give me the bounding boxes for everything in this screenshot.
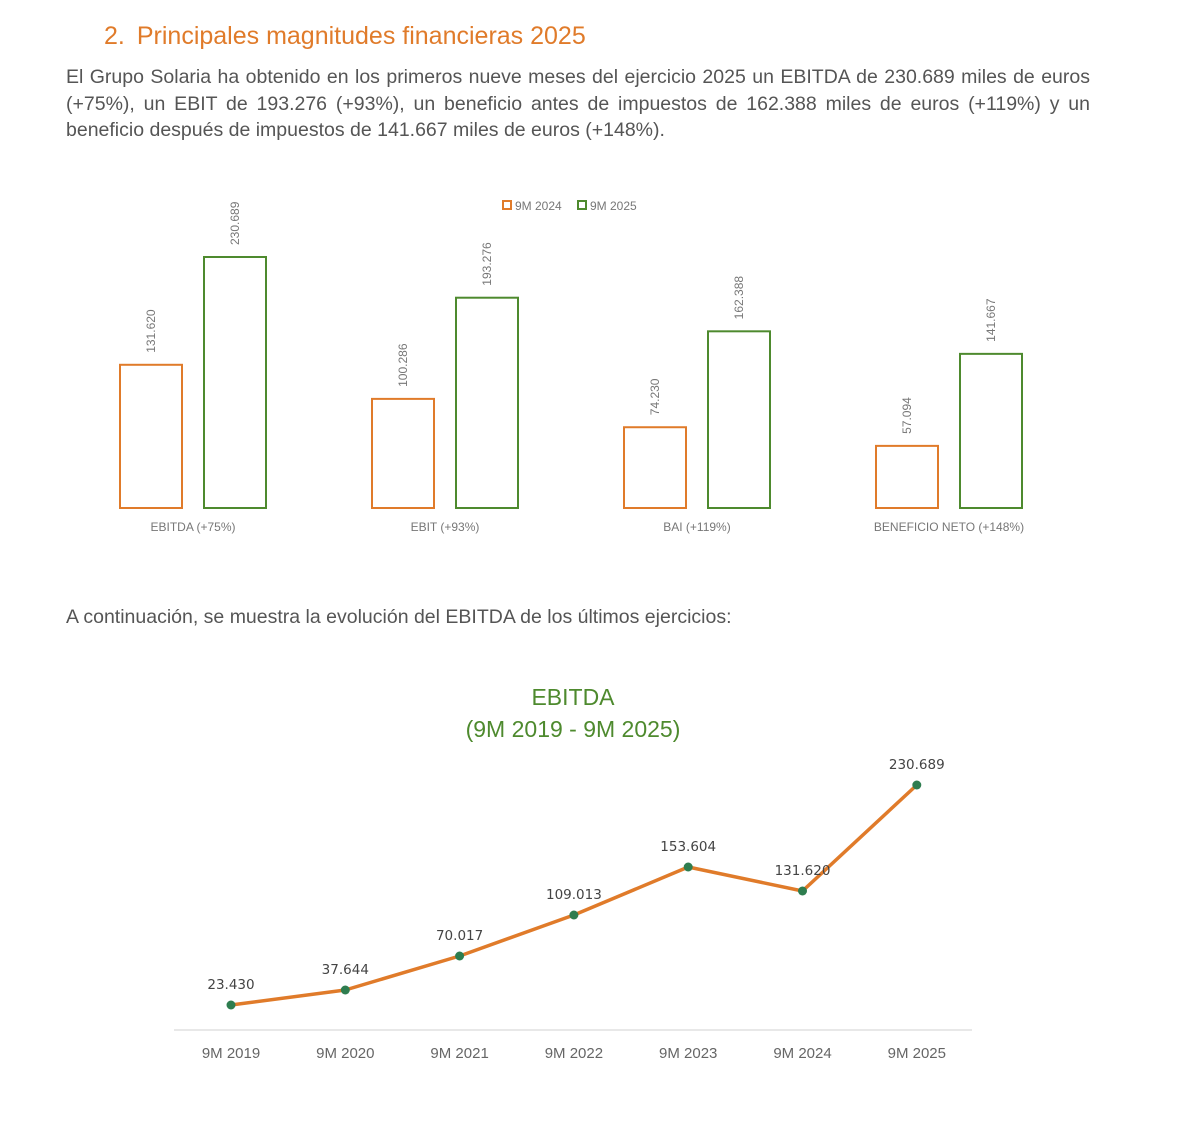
data-label: 230.689 bbox=[889, 757, 945, 773]
category-label: BENEFICIO NETO (+148%) bbox=[874, 520, 1024, 534]
category-label: BAI (+119%) bbox=[663, 520, 730, 534]
bar-value-label: 57.094 bbox=[900, 397, 914, 434]
bar bbox=[707, 330, 771, 509]
data-label: 153.604 bbox=[660, 839, 716, 855]
bar-value-label: 100.286 bbox=[396, 343, 410, 387]
bar bbox=[203, 256, 267, 509]
x-tick-label: 9M 2019 bbox=[202, 1045, 260, 1062]
category-label: EBITDA (+75%) bbox=[150, 520, 235, 534]
bar bbox=[959, 352, 1023, 509]
bar-value-label: 230.689 bbox=[228, 201, 242, 245]
section-title: Principales magnitudes financieras 2025 bbox=[136, 22, 586, 50]
bar-value-label: 141.667 bbox=[984, 298, 998, 342]
x-tick-label: 9M 2023 bbox=[659, 1045, 717, 1062]
data-point bbox=[226, 1000, 236, 1010]
data-label: 23.430 bbox=[207, 977, 254, 993]
data-point bbox=[798, 886, 807, 896]
bar-chart: 9M 2024 9M 2025 131.620 230.689 EBITDA (+75%… bbox=[119, 199, 1024, 534]
x-tick-label: 9M 2022 bbox=[545, 1045, 603, 1062]
section-number: 2. bbox=[104, 22, 125, 50]
bar bbox=[623, 426, 687, 510]
bar-value-label: 74.230 bbox=[648, 378, 662, 415]
bar-value-label: 131.620 bbox=[144, 309, 158, 353]
data-label: 70.017 bbox=[436, 928, 483, 944]
line-chart-subtitle: (9M 2019 - 9M 2025) bbox=[466, 716, 681, 742]
legend-label: 9M 2024 bbox=[515, 199, 562, 213]
bar bbox=[455, 296, 519, 509]
section-heading: 2. Principales magnitudes financieras 202… bbox=[104, 22, 586, 51]
bar-legend: 9M 2024 9M 2025 bbox=[502, 199, 637, 213]
legend-label: 9M 2025 bbox=[590, 199, 637, 213]
bar-value-label: 162.388 bbox=[732, 276, 746, 320]
category-label: EBIT (+93%) bbox=[411, 520, 480, 534]
data-label: 37.644 bbox=[322, 962, 369, 978]
legend-swatch-green bbox=[577, 200, 587, 210]
data-point bbox=[340, 985, 350, 995]
data-point bbox=[569, 910, 579, 920]
data-label: 131.620 bbox=[775, 863, 831, 879]
bar-value-label: 193.276 bbox=[480, 242, 494, 286]
intro-paragraph: El Grupo Solaria ha obtenido en los prim… bbox=[66, 66, 1090, 141]
bar bbox=[875, 444, 939, 509]
x-tick-label: 9M 2025 bbox=[888, 1045, 946, 1062]
legend-swatch-orange bbox=[502, 200, 512, 210]
data-point bbox=[912, 780, 922, 790]
x-tick-label: 9M 2024 bbox=[773, 1045, 831, 1062]
line-chart-title: EBITDA bbox=[531, 684, 615, 710]
data-point bbox=[455, 951, 465, 961]
bar bbox=[371, 397, 435, 510]
data-point bbox=[683, 862, 693, 872]
x-tick-label: 9M 2021 bbox=[430, 1045, 488, 1062]
ebitda-line bbox=[230, 783, 918, 1007]
data-label: 109.013 bbox=[546, 887, 602, 903]
bar bbox=[119, 363, 183, 510]
continuation-paragraph: A continuación, se muestra la evolución … bbox=[66, 606, 732, 628]
x-tick-label: 9M 2020 bbox=[316, 1045, 374, 1062]
